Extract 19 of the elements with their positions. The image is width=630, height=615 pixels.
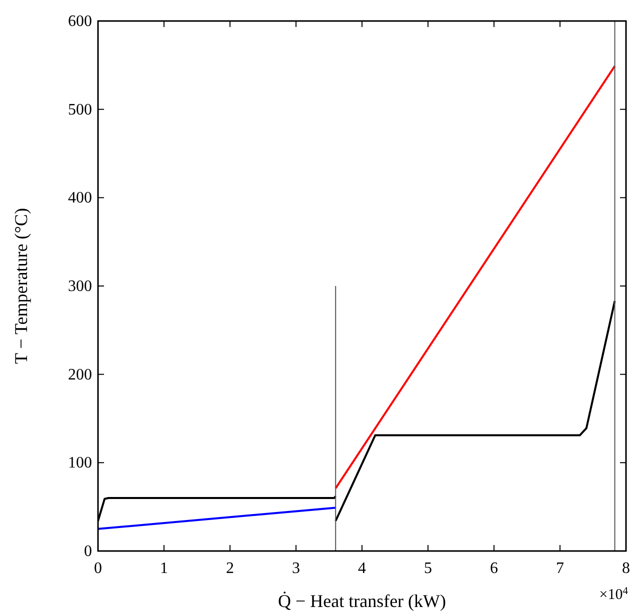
x-tick-label: 5 [424,560,432,577]
x-tick-label: 8 [622,560,630,577]
line-series [334,300,616,522]
x-tick-label: 1 [160,560,168,577]
x-tick-label: 2 [226,560,234,577]
y-tick-label: 400 [68,190,92,207]
text: ×10$^{4}$ [599,586,629,603]
x-tick-label: 7 [556,560,564,577]
x-tick-label: 6 [490,560,498,577]
y-tick-label: 0 [84,543,92,560]
y-axis-title: T − Temperature (°C) [11,208,31,364]
y-tick-label: 200 [68,366,92,384]
y-tick-label: 500 [68,101,92,118]
y-tick-label: 100 [68,454,92,472]
x-tick-label: 3 [292,560,300,577]
y-tick-label: 300 [68,278,92,295]
y-tick-label: 600 [68,13,92,30]
x-axis-title: Q̇ − Heat transfer (kW) [278,591,446,611]
x-tick-label: 4 [358,560,366,577]
